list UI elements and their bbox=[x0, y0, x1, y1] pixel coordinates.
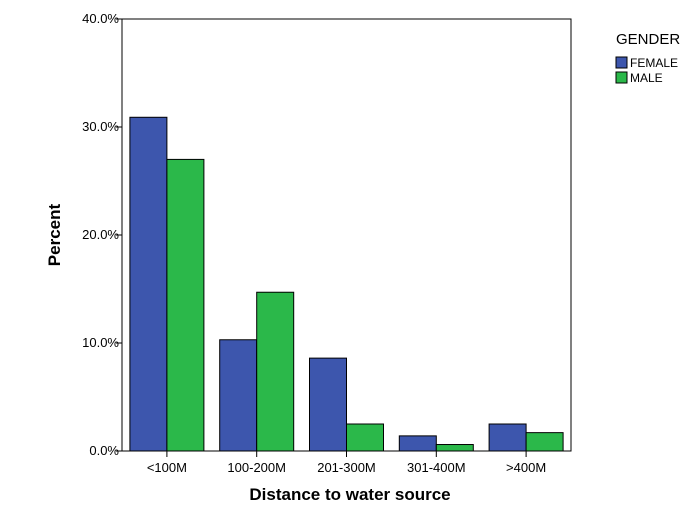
y-axis-title: Percent bbox=[45, 203, 64, 266]
x-axis: <100M 100-200M 201-300M 301-400M >400M bbox=[147, 451, 546, 475]
x-tick-label: >400M bbox=[506, 460, 546, 475]
bar-female-1 bbox=[219, 339, 258, 452]
bar-female-3 bbox=[398, 435, 437, 452]
bar-male-4 bbox=[525, 432, 564, 452]
x-axis-title: Distance to water source bbox=[249, 485, 450, 504]
bars-layer bbox=[129, 116, 564, 452]
x-tick-label: 201-300M bbox=[317, 460, 376, 475]
y-axis: 0.0% 10.0% 20.0% 30.0% 40.0% bbox=[82, 11, 122, 458]
bar-female-4 bbox=[488, 423, 527, 452]
legend-swatch-male bbox=[615, 71, 628, 84]
x-tick-label: 301-400M bbox=[407, 460, 466, 475]
legend-swatch-female bbox=[615, 56, 628, 69]
bar-male-1 bbox=[256, 291, 295, 452]
bar-male-2 bbox=[346, 423, 384, 452]
bar-male-0 bbox=[166, 158, 205, 452]
bar-male-3 bbox=[435, 444, 474, 452]
y-tick-label: 30.0% bbox=[82, 119, 119, 134]
bar-female-0 bbox=[129, 116, 168, 452]
y-tick-label: 0.0% bbox=[89, 443, 119, 458]
x-tick-label: 100-200M bbox=[227, 460, 286, 475]
bar-female-2 bbox=[309, 357, 347, 452]
y-tick-label: 40.0% bbox=[82, 11, 119, 26]
y-tick-label: 10.0% bbox=[82, 335, 119, 350]
legend-label-male: MALE bbox=[630, 71, 663, 85]
y-tick-label: 20.0% bbox=[82, 227, 119, 242]
legend-title: GENDER bbox=[616, 31, 680, 48]
x-tick-label: <100M bbox=[147, 460, 187, 475]
legend-label-female: FEMALE bbox=[630, 56, 678, 70]
